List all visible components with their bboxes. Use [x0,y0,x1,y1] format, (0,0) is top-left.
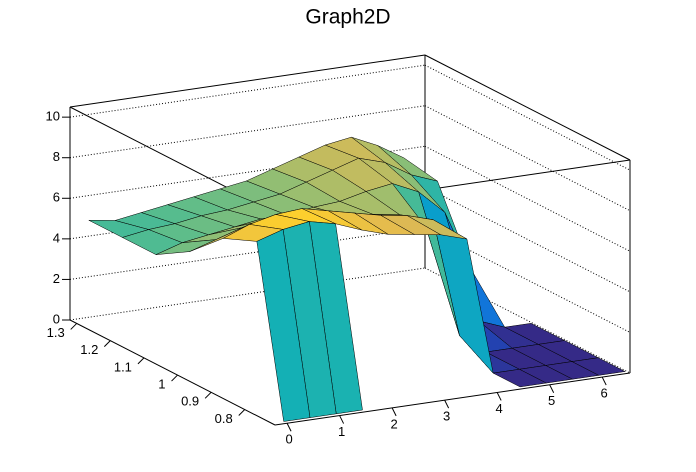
chart-title: Graph2D [305,6,390,29]
x-tick [444,399,450,409]
y-tick-label: 1.2 [80,342,98,357]
y-tick [171,374,178,382]
box-edge [69,54,426,108]
grid-line [69,267,426,321]
z-tick-label: 6 [53,190,60,205]
y-tick-label: 1 [158,377,165,392]
y-tick-label: 1.1 [114,359,132,374]
x-tick-label: 0 [285,432,292,447]
x-tick [286,423,292,432]
x-tick-label: 4 [496,401,503,416]
x-tick [391,407,397,417]
x-tick [601,376,607,386]
x-tick [339,415,345,424]
y-tick-label: 0.9 [181,394,199,409]
y-tick [70,323,78,330]
z-tick-label: 2 [53,271,60,286]
box-edge [424,54,631,161]
z-tick-label: 4 [53,230,60,245]
x-axis [274,372,631,426]
y-tick-label: 0.8 [215,411,233,426]
y-tick [137,357,145,365]
x-tick-label: 2 [390,416,397,431]
y-tick [103,340,111,348]
z-tick-label: 0 [53,311,60,326]
grid-line [424,105,631,212]
y-tick [238,409,246,416]
y-axis [69,319,276,426]
surface-cell [492,369,548,388]
z-tick-label: 8 [53,149,60,164]
x-tick-label: 6 [601,386,608,401]
x-tick [549,384,555,393]
x-tick-label: 5 [548,393,555,408]
x-tick [496,392,502,401]
grid-line [424,64,631,171]
y-tick-label: 1.3 [47,325,65,340]
z-tick-label: 10 [46,109,60,124]
x-tick-label: 3 [443,409,450,424]
y-tick [204,391,212,399]
x-tick-label: 1 [338,424,345,439]
grid-line [69,64,426,118]
surface-cell [256,229,311,422]
